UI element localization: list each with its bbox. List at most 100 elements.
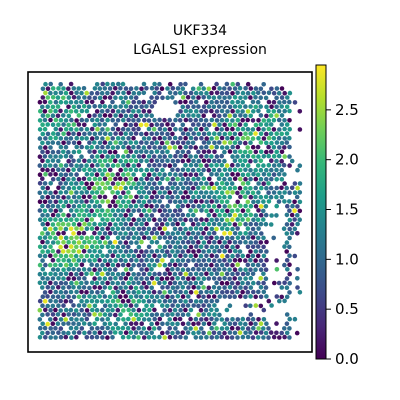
spot xyxy=(193,90,199,96)
spot xyxy=(133,131,139,136)
spot xyxy=(193,162,199,168)
spot xyxy=(199,109,204,114)
spot xyxy=(287,253,292,258)
spot xyxy=(151,280,157,286)
spot xyxy=(177,90,183,96)
spot xyxy=(297,190,303,195)
spot xyxy=(66,104,71,110)
spot xyxy=(178,127,183,132)
spot xyxy=(159,276,165,282)
spot xyxy=(131,326,136,331)
spot xyxy=(40,249,45,254)
spot xyxy=(290,203,295,209)
spot xyxy=(274,140,280,145)
spot xyxy=(89,126,95,132)
spot xyxy=(45,221,50,227)
spot xyxy=(102,221,107,227)
spot xyxy=(68,226,74,232)
spot xyxy=(232,104,238,109)
spot xyxy=(97,212,103,218)
spot xyxy=(175,285,180,290)
spot xyxy=(271,154,277,159)
spot xyxy=(73,308,79,313)
spot xyxy=(222,258,227,263)
spot xyxy=(240,117,245,123)
spot xyxy=(108,276,113,281)
spot xyxy=(201,230,206,236)
spot xyxy=(87,140,92,145)
spot xyxy=(63,144,69,150)
colorbar-tick-label: 2.5 xyxy=(335,101,359,119)
spot xyxy=(55,194,61,200)
spot xyxy=(126,153,131,159)
spot xyxy=(178,109,183,114)
spot xyxy=(102,212,108,218)
spot xyxy=(214,262,220,268)
spot xyxy=(128,285,134,290)
spot xyxy=(154,240,160,245)
spot xyxy=(227,294,233,300)
spot xyxy=(92,186,97,191)
spot xyxy=(199,154,204,159)
spot xyxy=(102,194,108,200)
spot xyxy=(292,217,297,222)
spot xyxy=(194,244,199,249)
spot xyxy=(47,262,53,268)
spot xyxy=(56,330,61,336)
spot xyxy=(170,122,176,128)
spot xyxy=(97,86,103,91)
spot xyxy=(258,285,264,290)
spot xyxy=(126,100,131,105)
spot xyxy=(76,330,82,335)
spot xyxy=(63,290,69,295)
spot xyxy=(87,258,92,263)
spot xyxy=(149,312,155,318)
spot xyxy=(53,299,59,304)
spot xyxy=(274,267,280,272)
spot xyxy=(251,171,256,177)
spot xyxy=(113,275,118,281)
spot xyxy=(123,267,129,272)
spot xyxy=(53,199,59,205)
spot xyxy=(243,330,248,336)
spot xyxy=(43,190,48,195)
spot xyxy=(134,221,139,227)
spot xyxy=(87,248,92,254)
spot xyxy=(243,131,248,136)
spot xyxy=(224,118,230,123)
spot xyxy=(128,330,134,335)
spot xyxy=(154,176,160,181)
spot xyxy=(170,312,175,317)
spot xyxy=(227,176,233,182)
spot xyxy=(297,217,303,222)
spot xyxy=(141,289,147,295)
spot xyxy=(139,267,144,272)
spot xyxy=(162,253,168,258)
spot xyxy=(206,122,212,128)
spot xyxy=(107,140,113,146)
spot xyxy=(105,108,110,114)
spot xyxy=(245,281,251,286)
spot xyxy=(295,221,300,227)
spot xyxy=(201,95,206,100)
spot xyxy=(76,294,82,300)
spot xyxy=(206,276,212,281)
spot xyxy=(180,195,186,200)
spot xyxy=(133,158,139,164)
spot xyxy=(256,280,261,286)
spot xyxy=(149,177,154,182)
spot xyxy=(157,226,162,231)
spot xyxy=(74,163,79,168)
spot xyxy=(131,163,137,168)
spot xyxy=(89,262,94,268)
spot xyxy=(201,113,206,118)
spot xyxy=(121,154,126,159)
spot xyxy=(92,86,98,91)
spot xyxy=(102,321,108,327)
spot xyxy=(94,109,100,114)
spot xyxy=(53,135,58,141)
chart-title-line1: UKF334 xyxy=(173,23,227,39)
spot xyxy=(219,217,225,223)
spot xyxy=(185,212,191,218)
spot xyxy=(105,136,110,141)
